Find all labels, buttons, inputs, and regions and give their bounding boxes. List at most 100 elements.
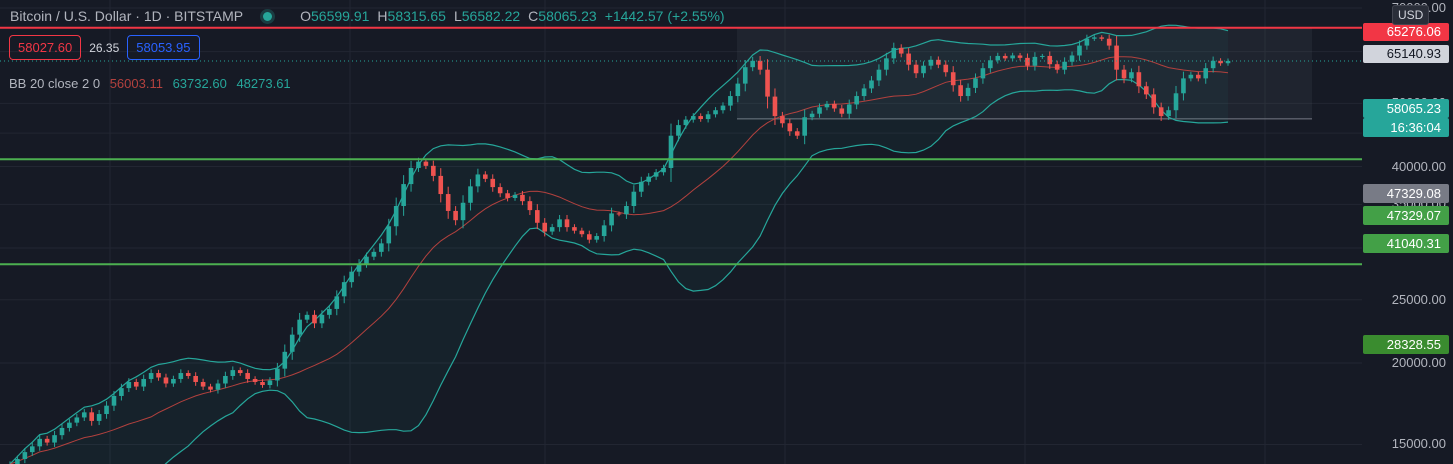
- open-label: O: [300, 8, 312, 24]
- candle-body: [1121, 69, 1127, 79]
- candle-body: [616, 213, 622, 215]
- candle-body: [208, 386, 213, 390]
- candle-body: [282, 351, 288, 369]
- indicator-legend[interactable]: BB 20 close 2 0 56003.11 63732.60 48273.…: [9, 76, 291, 91]
- candle-body: [245, 373, 250, 379]
- candle-body: [586, 234, 592, 240]
- candle-body: [661, 167, 666, 173]
- low-value: 56582.22: [461, 8, 521, 24]
- candle-body: [668, 135, 674, 168]
- candle-body: [497, 187, 503, 194]
- candle-body: [772, 96, 778, 117]
- candle-body: [408, 167, 414, 185]
- candle-body: [713, 110, 718, 115]
- candle-body: [965, 87, 971, 97]
- candle-body: [304, 314, 310, 320]
- candle-body: [200, 381, 206, 387]
- candle-body: [52, 435, 57, 443]
- candle-body: [1010, 55, 1015, 59]
- candle-body: [312, 314, 317, 324]
- candle-body: [988, 60, 993, 69]
- indicator-label: BB 20 close 2 0: [9, 76, 101, 91]
- candle-body: [601, 225, 607, 237]
- candle-body: [59, 427, 65, 436]
- candle-body: [483, 174, 488, 179]
- candle-body: [824, 103, 830, 108]
- candle-body: [178, 373, 184, 379]
- candle-body: [846, 104, 852, 114]
- price-label-red-line: 65276.06: [1363, 23, 1449, 41]
- candle-body: [861, 88, 867, 97]
- candle-body: [1136, 72, 1142, 87]
- high-value: 58315.65: [387, 8, 446, 24]
- buy-button[interactable]: 58053.95: [127, 35, 200, 60]
- candle-body: [1084, 38, 1090, 46]
- price-label-green-line: 41040.31: [1363, 234, 1449, 253]
- candle-body: [74, 417, 80, 423]
- candles: [9, 34, 1231, 464]
- candle-body: [832, 103, 837, 109]
- candle-body: [1195, 74, 1201, 79]
- horizontal-lines: [0, 26, 1362, 266]
- candle-body: [163, 377, 169, 384]
- change-value: +1442.57 (+2.55%): [604, 8, 725, 24]
- axis-tick-label: 40000.00: [1391, 158, 1446, 174]
- candle-body: [705, 114, 711, 120]
- candle-body: [505, 193, 510, 198]
- candle-body: [1047, 55, 1053, 65]
- candle-body: [156, 373, 161, 378]
- price-label-countdown: 16:36:04: [1363, 118, 1449, 137]
- candle-body: [349, 271, 354, 283]
- candle-body: [728, 96, 733, 106]
- axis-tick-label: 25000.00: [1391, 291, 1446, 307]
- candle-body: [631, 191, 637, 207]
- candle-body: [133, 381, 139, 387]
- candle-body: [96, 414, 102, 421]
- candle-body: [1151, 94, 1157, 108]
- candle-body: [787, 123, 793, 132]
- candle-body: [468, 186, 473, 203]
- bb-upper-line: [9, 24, 1229, 464]
- candle-body: [460, 202, 466, 221]
- candle-body: [171, 378, 176, 384]
- candle-body: [1166, 110, 1171, 117]
- candle-body: [431, 165, 436, 176]
- candle-body: [557, 219, 562, 228]
- indicator-upper: 63732.60: [172, 76, 227, 91]
- candle-body: [1062, 61, 1067, 70]
- candle-body: [364, 256, 369, 264]
- price-label-range-bottom: 47329.08: [1363, 184, 1449, 203]
- candle-body: [341, 282, 347, 297]
- candle-body: [490, 178, 496, 188]
- candle-body: [267, 380, 273, 386]
- candle-body: [980, 68, 986, 79]
- candle-body: [453, 210, 458, 221]
- high-label: H: [377, 8, 388, 24]
- candle-body: [215, 383, 221, 390]
- candle-body: [564, 219, 570, 228]
- sell-button[interactable]: 58027.60: [9, 35, 82, 60]
- candle-body: [148, 373, 154, 379]
- candle-body: [854, 96, 859, 105]
- candle-body: [765, 69, 770, 97]
- candle-body: [22, 452, 28, 459]
- trade-panel: 58027.60 26.35 58053.95: [9, 35, 200, 60]
- close-value: 58065.23: [538, 8, 597, 24]
- candle-body: [1129, 72, 1134, 79]
- candle-body: [386, 226, 392, 244]
- candle-body: [393, 206, 399, 227]
- open-value: 56599.91: [311, 8, 370, 24]
- candle-body: [1032, 56, 1038, 66]
- symbol-title[interactable]: Bitcoin / U.S. Dollar · 1D · BITSTAMP: [10, 8, 244, 24]
- candle-body: [423, 161, 429, 166]
- candle-body: [995, 55, 1001, 61]
- price-label-green-line-dark: 28328.55: [1363, 335, 1449, 354]
- candle-body: [223, 375, 228, 384]
- candle-body: [579, 230, 585, 235]
- candle-body: [126, 381, 132, 389]
- currency-button[interactable]: USD: [1392, 5, 1430, 25]
- candle-body: [237, 370, 243, 374]
- candle-body: [193, 375, 198, 382]
- candle-body: [1069, 55, 1075, 62]
